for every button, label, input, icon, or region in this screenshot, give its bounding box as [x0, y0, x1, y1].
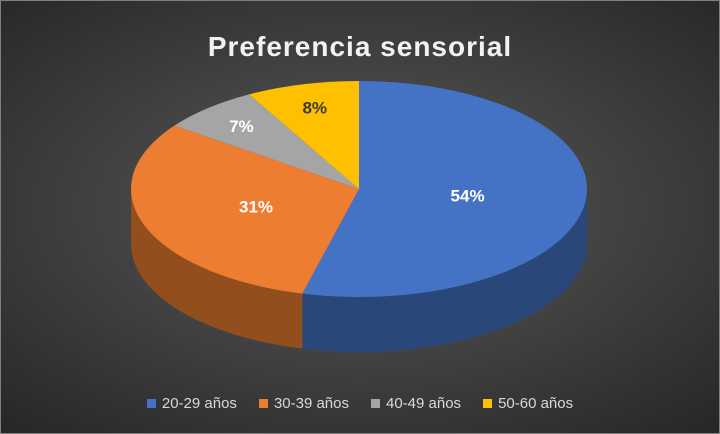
legend-swatch-50-60 [483, 399, 493, 408]
legend-label-30-39: 30-39 años [273, 395, 349, 412]
pie-slice-50-60 [249, 81, 359, 189]
data-label-40-49: 7% [229, 117, 254, 136]
pie-slice-20-29 [302, 81, 587, 297]
pie-side-20-29 [302, 189, 587, 352]
pie-side-30-39 [131, 189, 303, 349]
legend-label-20-29: 20-29 años [161, 395, 237, 412]
legend-label-40-49: 40-49 años [386, 395, 462, 412]
data-label-30-39: 31% [239, 198, 273, 217]
legend-item-30-39: 30-39 años [258, 395, 349, 412]
legend-item-20-29: 20-29 años [146, 395, 237, 412]
legend-swatch-40-49 [371, 399, 380, 408]
data-label-50-60: 8% [302, 98, 327, 117]
legend-label-50-60: 50-60 años [498, 395, 574, 412]
pie-slice-30-39 [130, 125, 359, 294]
legend: 20-29 años 30-39 años 40-49 años 50-60 a… [1, 395, 719, 412]
data-label-20-29: 54% [451, 186, 485, 205]
chart-title: Preferencia sensorial [207, 31, 513, 62]
legend-item-50-60: 50-60 años [483, 395, 573, 412]
legend-swatch-20-29 [146, 399, 156, 408]
legend-item-40-49: 40-49 años [371, 395, 461, 412]
legend-swatch-30-39 [258, 399, 268, 408]
pie-slice-40-49 [174, 94, 359, 189]
